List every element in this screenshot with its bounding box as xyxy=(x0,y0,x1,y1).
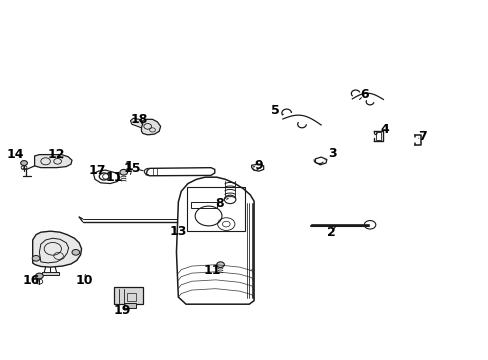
Bar xyxy=(190,202,217,208)
Polygon shape xyxy=(33,231,81,267)
Circle shape xyxy=(20,161,27,166)
Text: 2: 2 xyxy=(326,226,335,239)
Text: 14: 14 xyxy=(7,148,24,161)
Bar xyxy=(123,303,136,308)
Text: 8: 8 xyxy=(215,198,228,211)
Text: 13: 13 xyxy=(169,225,187,238)
Text: 12: 12 xyxy=(47,148,65,161)
Text: 4: 4 xyxy=(374,123,388,136)
Text: 16: 16 xyxy=(22,274,40,287)
Bar xyxy=(127,293,136,301)
Polygon shape xyxy=(35,154,72,168)
Bar xyxy=(186,187,245,231)
Text: 3: 3 xyxy=(325,147,336,160)
Text: 1: 1 xyxy=(124,160,143,173)
Circle shape xyxy=(36,273,43,279)
Polygon shape xyxy=(130,118,142,128)
Polygon shape xyxy=(141,119,160,135)
Text: 11: 11 xyxy=(105,171,122,184)
Circle shape xyxy=(120,170,127,175)
Bar xyxy=(42,272,59,275)
Text: 17: 17 xyxy=(88,164,106,177)
Text: 10: 10 xyxy=(75,274,93,287)
Text: 5: 5 xyxy=(271,104,283,117)
Circle shape xyxy=(364,221,375,229)
Bar xyxy=(375,132,380,140)
Bar xyxy=(114,287,142,304)
Text: 7: 7 xyxy=(418,130,427,143)
Text: 11: 11 xyxy=(203,264,220,277)
Text: 15: 15 xyxy=(123,162,141,175)
Circle shape xyxy=(72,249,80,255)
Text: 6: 6 xyxy=(359,88,368,101)
Circle shape xyxy=(216,262,224,267)
Text: 9: 9 xyxy=(253,159,263,172)
Text: 19: 19 xyxy=(113,304,130,317)
Text: 18: 18 xyxy=(130,113,147,126)
Circle shape xyxy=(32,256,40,261)
